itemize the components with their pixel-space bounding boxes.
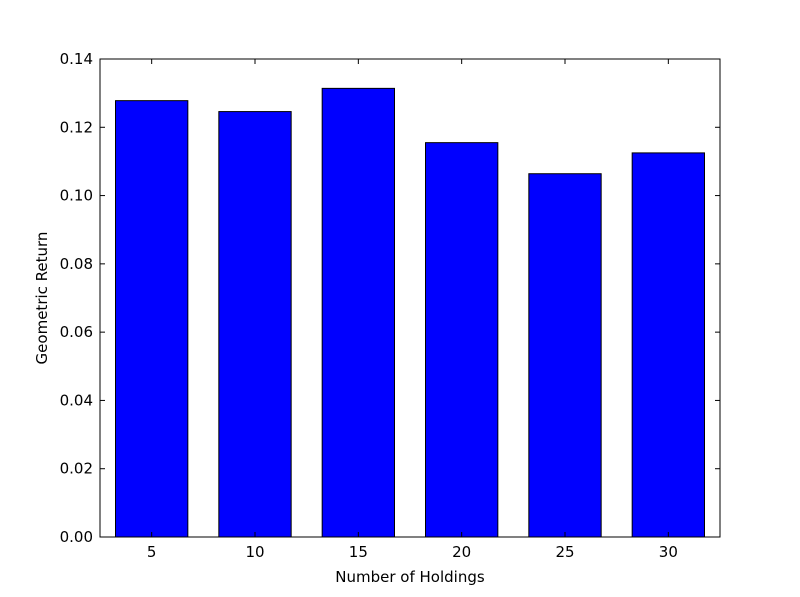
y-tick-label: 0.14 bbox=[60, 50, 93, 68]
y-tick-label: 0.12 bbox=[60, 118, 93, 136]
bar-10 bbox=[218, 111, 292, 538]
bar-5 bbox=[115, 100, 189, 538]
x-tick-label: 30 bbox=[659, 543, 678, 561]
y-tick-label: 0.04 bbox=[60, 391, 93, 409]
x-tick-label: 15 bbox=[349, 543, 368, 561]
x-tick-label: 25 bbox=[555, 543, 574, 561]
x-tick-label: 5 bbox=[147, 543, 157, 561]
x-axis-ticks: 5 10 15 20 25 30 bbox=[147, 59, 678, 561]
bar-15 bbox=[321, 87, 395, 538]
y-tick-label: 0.06 bbox=[60, 323, 93, 341]
bar-20 bbox=[425, 142, 499, 538]
x-axis-label: Number of Holdings bbox=[335, 568, 485, 586]
bar-30 bbox=[631, 152, 706, 538]
bars-group bbox=[115, 87, 706, 538]
x-tick-label: 10 bbox=[245, 543, 264, 561]
x-tick-label: 20 bbox=[452, 543, 471, 561]
bar-25 bbox=[528, 173, 602, 538]
y-tick-label: 0.10 bbox=[60, 187, 93, 205]
y-tick-label: 0.00 bbox=[60, 528, 93, 546]
y-tick-label: 0.02 bbox=[60, 460, 93, 478]
y-axis-label: Geometric Return bbox=[33, 232, 51, 365]
y-axis-ticks: 0.00 0.02 0.04 0.06 0.08 0.10 0.12 0.14 bbox=[60, 50, 720, 546]
plot-frame bbox=[99, 58, 721, 538]
y-tick-label: 0.08 bbox=[60, 255, 93, 273]
